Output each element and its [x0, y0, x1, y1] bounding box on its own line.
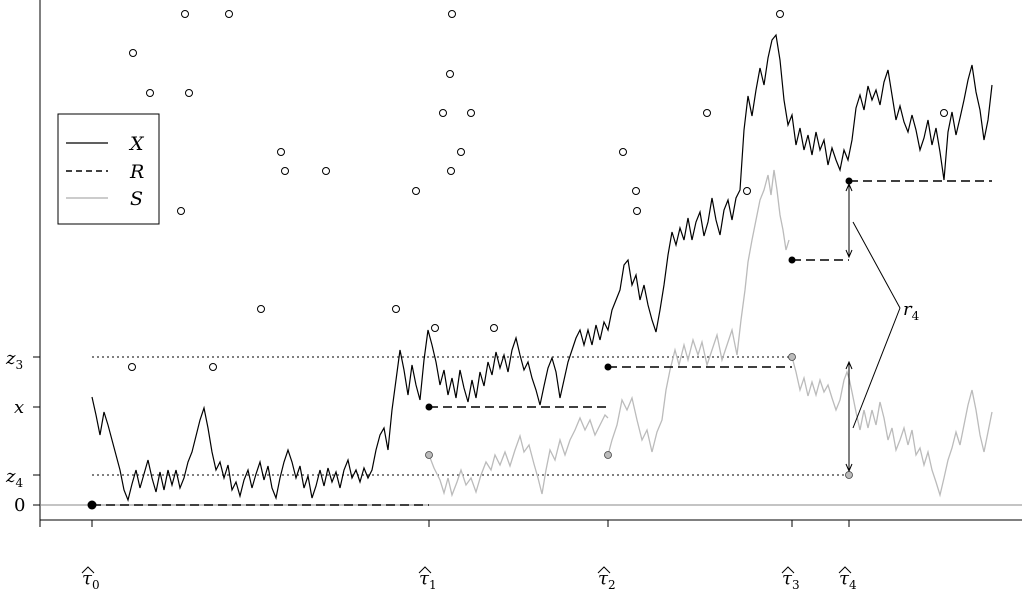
legend-item-x: X: [66, 133, 145, 155]
axes: [33, 0, 1022, 527]
r4-annotation: [845, 182, 901, 473]
legend-item-r: R: [66, 161, 144, 183]
tau4-label: τ4: [838, 566, 857, 592]
tau3-label: τ3: [781, 566, 800, 592]
tau0-label: τ0: [81, 566, 100, 592]
x-path: [91, 33, 993, 502]
legend-box: [57, 113, 160, 225]
r4-pointer-upper: [852, 221, 901, 309]
r-point-tau2: [604, 363, 612, 371]
svg-text:R: R: [129, 161, 144, 183]
svg-text:τ0: τ0: [82, 568, 100, 592]
r4-label: r4: [903, 299, 920, 323]
s-point-tau1: [425, 451, 433, 459]
svg-text:X: X: [128, 133, 145, 155]
zero-label: 0: [14, 495, 25, 516]
z3-label: z3: [5, 348, 23, 372]
svg-text:τ4: τ4: [839, 568, 857, 592]
legend-item-s: S: [66, 188, 143, 210]
x-start-point: [87, 500, 97, 510]
r-point-tau1: [425, 403, 433, 411]
z4-label: z4: [5, 466, 23, 490]
x-axis-ticks: [39, 520, 850, 527]
s-path-segment-3: [791, 356, 993, 498]
y-axis-labels: z3 x z4 0: [5, 348, 25, 516]
svg-text:S: S: [130, 188, 143, 210]
r-point-tau3: [788, 256, 796, 264]
r-path: [92, 180, 992, 506]
svg-text:τ1: τ1: [419, 568, 437, 592]
svg-text:τ3: τ3: [782, 568, 800, 592]
reference-levels: [40, 356, 1022, 506]
tau1-label: τ1: [418, 566, 437, 592]
svg-text:τ2: τ2: [598, 568, 616, 592]
open-points: [128, 10, 948, 371]
y-axis-ticks: [33, 356, 40, 506]
s-point-tau2: [604, 451, 612, 459]
r-point-tau4: [845, 177, 853, 185]
s-path-segment-2: [607, 169, 790, 456]
r4-pointer-lower: [852, 307, 901, 429]
s-point-tau4: [845, 471, 853, 479]
tau2-label: τ2: [597, 566, 616, 592]
x-axis-labels: τ0 τ1 τ2 τ3 τ4: [81, 566, 857, 592]
s-path-segment-1: [428, 413, 609, 498]
s-point-tau3: [788, 353, 796, 361]
legend: X R S: [57, 113, 160, 225]
x-level-label: x: [14, 397, 24, 418]
